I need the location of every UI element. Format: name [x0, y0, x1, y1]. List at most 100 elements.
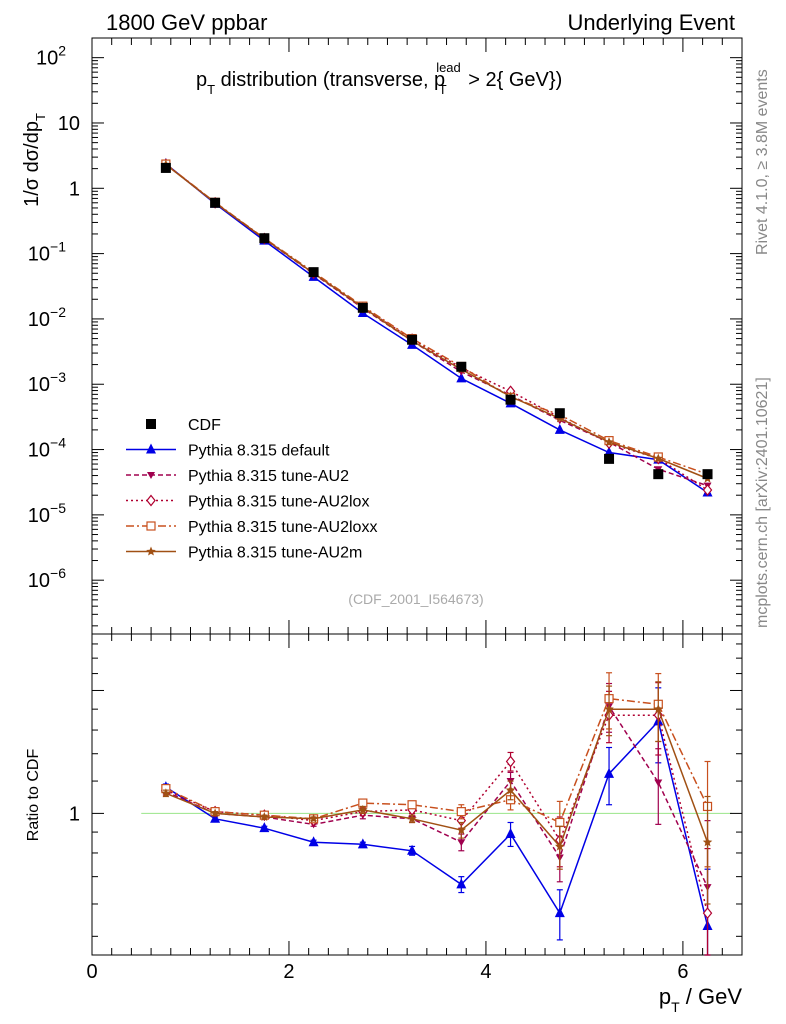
ratio-series-point	[407, 844, 418, 855]
main-series	[161, 159, 713, 479]
legend-label: Pythia 8.315 tune-AU2	[188, 468, 349, 485]
rivet-version-label: Rivet 4.1.0, ≥ 3.8M events	[754, 69, 771, 255]
ratio-series-line	[165, 719, 709, 927]
main-series-line	[165, 163, 708, 494]
main-x-ticks	[91, 38, 743, 634]
main-series-point	[653, 453, 663, 463]
main-y-tick-label: 10−4	[28, 435, 66, 462]
ratio-series-line	[165, 704, 709, 888]
ratio-series-point	[210, 812, 221, 823]
ratio-series-point	[308, 813, 319, 823]
ratio-x-tick-label: 0	[86, 961, 97, 983]
ratio-series-point	[505, 755, 516, 768]
main-series-point	[456, 372, 467, 383]
main-series	[161, 161, 712, 490]
svg-text:1/σ dσ/dpT: 1/σ dσ/dpT	[21, 113, 48, 207]
ratio-series-point	[456, 825, 467, 835]
main-y-tick-label: 10−3	[28, 369, 66, 396]
legend-label: Pythia 8.315 tune-AU2loxx	[188, 519, 377, 536]
ratio-series-point	[653, 704, 663, 714]
ratio-series-line	[165, 697, 709, 824]
ratio-x-axis: 0 2 4 6	[86, 634, 743, 983]
cdf-data-point	[259, 233, 270, 244]
legend-label: Pythia 8.315 tune-AU2m	[188, 545, 362, 562]
cdf-data-point	[210, 197, 221, 208]
cdf-data-point	[554, 408, 565, 419]
cdf-data-point	[604, 453, 615, 464]
ratio-series-point	[702, 837, 713, 847]
cdf-data-point	[702, 469, 713, 480]
ratio-series	[161, 682, 712, 956]
ratio-series-point	[555, 841, 565, 851]
ratio-x-tick-label: 6	[677, 961, 688, 983]
ratio-series-point	[407, 800, 417, 810]
ratio-x-tick-label: 2	[283, 961, 294, 983]
main-series-point	[604, 437, 614, 447]
analysis-watermark: (CDF_2001_I564673)	[348, 591, 483, 607]
ratio-series-point	[259, 812, 270, 821]
ratio-series-point	[308, 836, 319, 847]
ratio-plot-frame	[91, 633, 743, 956]
main-y-label: 1/σ dσ/dpT	[21, 113, 48, 207]
main-y-tick-label: 10−2	[28, 304, 66, 331]
legend-label: Pythia 8.315 tune-AU2lox	[188, 494, 369, 511]
cdf-data-point	[160, 162, 171, 173]
main-series-line	[165, 164, 708, 480]
ratio-series-point	[702, 907, 713, 920]
ratio-series	[161, 682, 713, 956]
ratio-y-axis: 1	[69, 643, 742, 937]
main-y-tick-label: 10−5	[28, 500, 66, 527]
legend-marker	[147, 472, 155, 479]
cdf-data-point	[308, 267, 319, 278]
ratio-series-point	[161, 788, 171, 798]
ratio-x-tick-label: 4	[480, 961, 491, 983]
ratio-series-point	[604, 767, 615, 778]
main-series-point	[554, 423, 565, 434]
legend-label: CDF	[188, 417, 221, 434]
plot-title: pT distribution (transverse, plead T > 2{…	[196, 60, 562, 97]
ratio-y-tick-label: 1	[69, 803, 80, 825]
mcplots-citation-label: mcplots.cern.ch [arXiv:2401.10621]	[754, 377, 771, 628]
legend-label: Pythia 8.315 default	[188, 443, 330, 460]
ratio-series-point	[555, 817, 565, 828]
legend-marker	[146, 443, 156, 454]
ratio-series-point	[358, 804, 368, 814]
main-y-tick-label: 10−1	[28, 239, 66, 266]
header-left: 1800 GeV ppbar	[106, 10, 267, 35]
main-series-line	[165, 163, 708, 475]
legend: CDF Pythia 8.315 default Pythia 8.315 tune…	[126, 417, 377, 562]
cdf-data-point	[456, 361, 467, 372]
header-right: Underlying Event	[567, 10, 735, 35]
legend-marker	[146, 546, 156, 556]
ratio-series-point	[505, 828, 516, 839]
ratio-series	[160, 687, 713, 956]
main-series-point	[702, 484, 713, 496]
ratio-series-point	[210, 808, 220, 818]
cdf-data-point	[357, 302, 368, 313]
ratio-plot-panel: 1 0 2 4 6 Ratio to CDF pT / GeV	[25, 633, 743, 1015]
ratio-series-point	[505, 785, 516, 795]
legend-marker	[146, 494, 156, 507]
ratio-series-point	[604, 704, 614, 714]
ratio-y-label: Ratio to CDF	[25, 749, 42, 842]
ratio-x-label: pT / GeV	[659, 984, 742, 1015]
legend-marker	[146, 419, 156, 429]
main-series	[161, 159, 713, 483]
main-y-tick-label: 10	[58, 113, 80, 135]
cdf-data-points	[160, 162, 713, 480]
ratio-series-point	[259, 822, 270, 833]
main-y-tick-label: 1	[69, 178, 80, 200]
ratio-series-line	[165, 708, 709, 848]
cdf-data-point	[653, 469, 664, 480]
main-y-tick-label: 102	[36, 43, 66, 70]
main-series-line	[165, 163, 708, 487]
main-plot-panel: 102 10 1 10−1 10−2 10−3 10−4 10−5 10−6 (CDF_2001…	[21, 37, 743, 635]
ratio-series-point	[407, 813, 417, 823]
ratio-series-point	[554, 907, 565, 918]
legend-marker	[146, 521, 156, 531]
ratio-series-point	[457, 839, 466, 847]
ratio-series-point	[456, 878, 467, 889]
ratio-series-point	[654, 779, 663, 787]
main-y-axis: 102 10 1 10−1 10−2 10−3 10−4 10−5 10−6	[28, 37, 742, 627]
